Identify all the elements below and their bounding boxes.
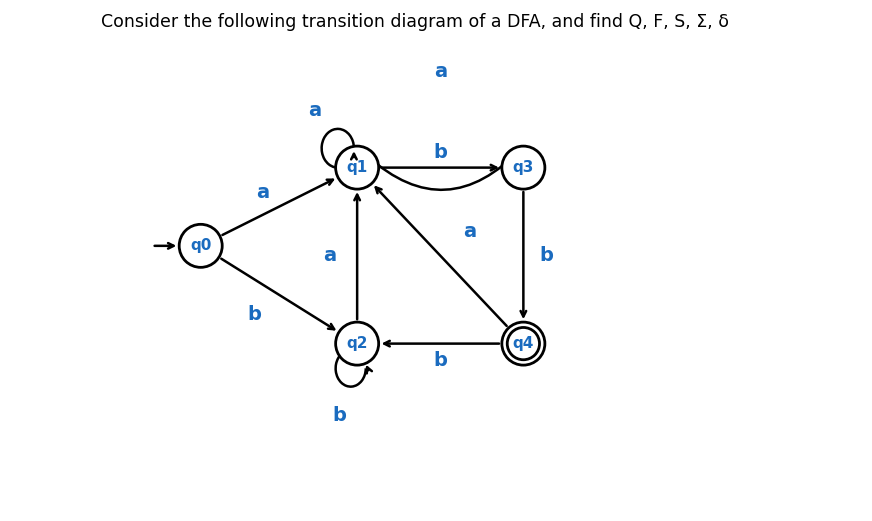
Text: a: a (433, 63, 446, 81)
Circle shape (336, 322, 378, 365)
Circle shape (336, 146, 378, 189)
Circle shape (502, 146, 545, 189)
Text: q2: q2 (346, 336, 368, 351)
Text: b: b (332, 406, 346, 426)
Text: b: b (433, 351, 447, 370)
Text: a: a (309, 102, 322, 120)
Text: a: a (463, 221, 476, 241)
Text: q4: q4 (513, 336, 534, 351)
Text: a: a (324, 246, 337, 265)
Circle shape (179, 225, 222, 267)
Text: a: a (255, 182, 269, 202)
Text: q0: q0 (190, 238, 211, 253)
Text: b: b (248, 305, 262, 324)
Text: b: b (433, 143, 447, 163)
Text: Consider the following transition diagram of a DFA, and find Q, F, S, Σ, δ: Consider the following transition diagra… (101, 13, 729, 31)
Text: q3: q3 (513, 160, 534, 175)
Text: b: b (539, 246, 553, 265)
Text: q1: q1 (346, 160, 368, 175)
Circle shape (502, 322, 545, 365)
